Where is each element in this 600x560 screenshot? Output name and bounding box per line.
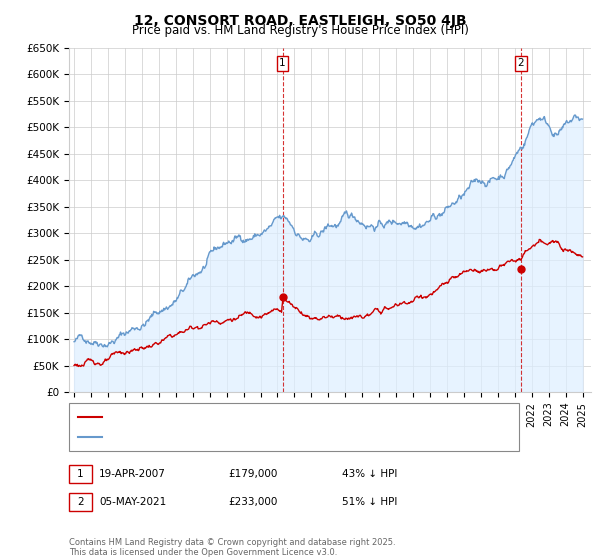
- Text: £179,000: £179,000: [228, 469, 277, 479]
- Text: 51% ↓ HPI: 51% ↓ HPI: [342, 497, 397, 507]
- Text: 12, CONSORT ROAD, EASTLEIGH, SO50 4JB (detached house): 12, CONSORT ROAD, EASTLEIGH, SO50 4JB (d…: [106, 412, 405, 422]
- Text: 19-APR-2007: 19-APR-2007: [99, 469, 166, 479]
- Text: HPI: Average price, detached house, Eastleigh: HPI: Average price, detached house, East…: [106, 432, 332, 442]
- Text: 1: 1: [279, 58, 286, 68]
- Text: Contains HM Land Registry data © Crown copyright and database right 2025.
This d: Contains HM Land Registry data © Crown c…: [69, 538, 395, 557]
- Text: £233,000: £233,000: [228, 497, 277, 507]
- Text: 05-MAY-2021: 05-MAY-2021: [99, 497, 166, 507]
- Text: 43% ↓ HPI: 43% ↓ HPI: [342, 469, 397, 479]
- Text: 1: 1: [77, 469, 84, 479]
- Text: Price paid vs. HM Land Registry's House Price Index (HPI): Price paid vs. HM Land Registry's House …: [131, 24, 469, 37]
- Text: 2: 2: [517, 58, 524, 68]
- Text: 12, CONSORT ROAD, EASTLEIGH, SO50 4JB: 12, CONSORT ROAD, EASTLEIGH, SO50 4JB: [134, 14, 466, 28]
- Text: 2: 2: [77, 497, 84, 507]
